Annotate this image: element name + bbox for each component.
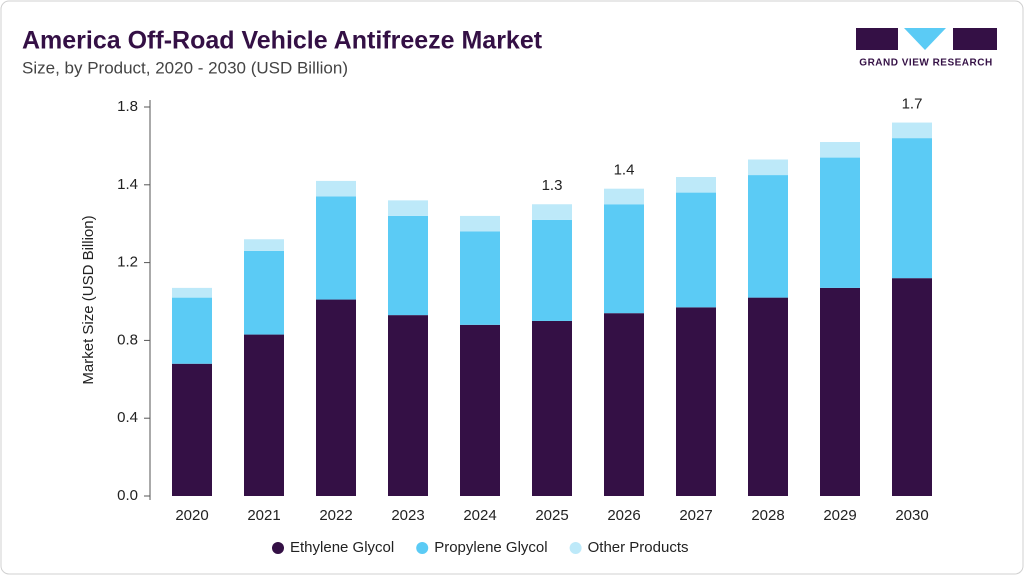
bar-segment — [316, 196, 356, 300]
bar-segment — [532, 204, 572, 220]
x-tick-label: 2028 — [751, 507, 784, 524]
bar-segment — [604, 204, 644, 314]
bar-segment — [460, 215, 500, 232]
bar-segment — [820, 142, 860, 158]
x-tick-label: 2022 — [319, 507, 352, 524]
bar-segment — [604, 188, 644, 205]
bar-segment — [892, 278, 932, 496]
x-tick-label: 2026 — [607, 507, 640, 524]
bar-segment — [388, 315, 428, 496]
chart-subtitle: Size, by Product, 2020 - 2030 (USD Billi… — [22, 58, 348, 77]
bar-segment — [244, 250, 284, 335]
bar-segment — [748, 159, 788, 176]
brand: GRAND VIEW RESEARCH — [859, 58, 992, 69]
bar-segment — [316, 180, 356, 197]
x-tick-label: 2030 — [895, 507, 928, 524]
bar-segment — [244, 334, 284, 496]
bar-segment — [892, 122, 932, 139]
y-tick-label: 0.0 — [117, 487, 138, 504]
total-label: 1.4 — [614, 162, 635, 179]
bar-segment — [460, 231, 500, 325]
x-tick-label: 2029 — [823, 507, 856, 524]
bar-segment — [388, 215, 428, 316]
bar-segment — [172, 363, 212, 496]
legend-label: Other Products — [588, 539, 689, 556]
legend-marker — [272, 542, 284, 554]
bar-segment — [604, 313, 644, 496]
x-tick-label: 2020 — [175, 507, 208, 524]
bar-segment — [676, 177, 716, 193]
x-tick-label: 2021 — [247, 507, 280, 524]
logo: GRAND VIEW RESEARCH — [856, 28, 997, 69]
x-tick-label: 2024 — [463, 507, 496, 524]
bar-segment — [892, 138, 932, 279]
logo-block — [953, 28, 997, 50]
chart-title: America Off-Road Vehicle Antifreeze Mark… — [22, 27, 543, 55]
legend-marker — [416, 542, 429, 554]
bar-segment — [748, 297, 788, 496]
y-tick-label: 0.4 — [117, 409, 138, 426]
bar-segment — [316, 299, 356, 496]
legend-marker — [569, 542, 582, 554]
bar-segment — [460, 324, 500, 496]
bar-segment — [532, 219, 572, 321]
bar-segment — [172, 287, 212, 298]
logo-block — [904, 28, 946, 50]
x-tick-label: 2025 — [535, 507, 568, 524]
legend-label: Ethylene Glycol — [290, 539, 394, 556]
legend-label: Propylene Glycol — [434, 539, 547, 556]
bar-segment — [748, 175, 788, 298]
bar-segment — [388, 200, 428, 216]
bar-segment — [676, 192, 716, 308]
bar-segment — [172, 297, 212, 364]
bar-segment — [244, 239, 284, 251]
bar-segment — [676, 307, 716, 496]
total-label: 1.3 — [542, 177, 563, 194]
total-label: 1.7 — [902, 96, 923, 113]
x-tick-label: 2027 — [679, 507, 712, 524]
y-tick-label: 0.8 — [117, 331, 138, 348]
bar-segment — [820, 287, 860, 496]
logo-block — [856, 28, 898, 50]
y-tick-label: 1.4 — [117, 176, 138, 193]
y-tick-label: 1.2 — [117, 254, 138, 271]
y-tick-label: 1.8 — [117, 98, 138, 115]
bar-segment — [820, 157, 860, 288]
bar-segment — [532, 320, 572, 496]
x-tick-label: 2023 — [391, 507, 424, 524]
y-axis-label: Market Size (USD Billion) — [80, 215, 97, 384]
